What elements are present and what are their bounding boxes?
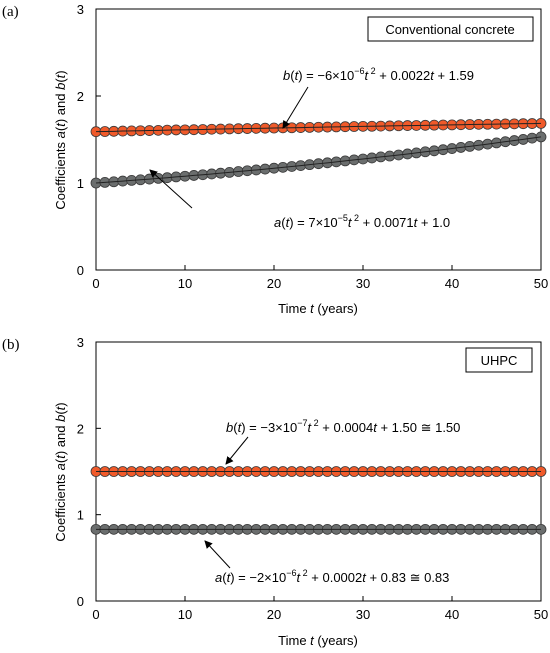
x-axis-title: Time t (years)	[278, 633, 358, 648]
y-tick-label: 3	[77, 335, 84, 350]
annotation-a-equation: a(t) = −2×10−6t 2 + 0.0002t + 0.83 ≅ 0.8…	[215, 568, 449, 585]
annotation-b-equation: b(t) = −6×10−6t 2 + 0.0022t + 1.59	[283, 66, 474, 83]
x-tick-label: 50	[534, 276, 548, 291]
series-line	[95, 122, 542, 133]
x-tick-label: 10	[178, 607, 192, 622]
y-tick-label: 2	[77, 421, 84, 436]
series-a	[90, 523, 547, 535]
plot-area-frame	[95, 8, 542, 271]
x-tick-label: 0	[92, 276, 99, 291]
x-tick-label: 20	[267, 607, 281, 622]
x-tick-label: 10	[178, 276, 192, 291]
x-axis-title: Time t (years)	[278, 301, 358, 316]
x-tick-label: 40	[445, 276, 459, 291]
y-tick-label: 0	[77, 594, 84, 609]
series-line	[95, 136, 542, 184]
x-tick-label: 30	[356, 276, 370, 291]
x-tick-label: 20	[267, 276, 281, 291]
panel-label: (a)	[2, 4, 19, 20]
legend-title: Conventional concrete	[385, 22, 514, 37]
y-axis-title: Coefficients a(t) and b(t)	[53, 402, 68, 541]
annotation-arrow-b	[282, 86, 309, 129]
x-tick-label: 50	[534, 607, 548, 622]
legend-box: Conventional concrete	[367, 16, 534, 42]
legend-title: UHPC	[481, 353, 518, 368]
y-tick-label: 2	[77, 89, 84, 104]
y-tick-label: 1	[77, 176, 84, 191]
annotation-arrow-b	[225, 436, 249, 465]
annotation-b-equation: b(t) = −3×10−7t 2 + 0.0004t + 1.50 ≅ 1.5…	[226, 418, 460, 435]
annotation-arrow-a	[204, 540, 231, 569]
y-tick-label: 1	[77, 508, 84, 523]
x-tick-label: 40	[445, 607, 459, 622]
y-tick-label: 3	[77, 2, 84, 17]
panel-label: (b)	[2, 337, 20, 353]
x-tick-label: 30	[356, 607, 370, 622]
series-b	[90, 118, 547, 138]
annotation-arrow-a	[149, 169, 193, 209]
legend-box: UHPC	[465, 347, 533, 373]
x-tick-label: 0	[92, 607, 99, 622]
series-a	[90, 131, 547, 189]
y-tick-label: 0	[77, 263, 84, 278]
chart-panel-a: (a) 0 10 20 30 40 50 0 1 2 3 Conventional concret…	[2, 2, 548, 316]
series-b	[90, 466, 547, 477]
annotation-a-equation: a(t) = 7×10−5t 2 + 0.0071t + 1.0	[274, 213, 450, 230]
y-axis-title: Coefficients a(t) and b(t)	[53, 70, 68, 209]
